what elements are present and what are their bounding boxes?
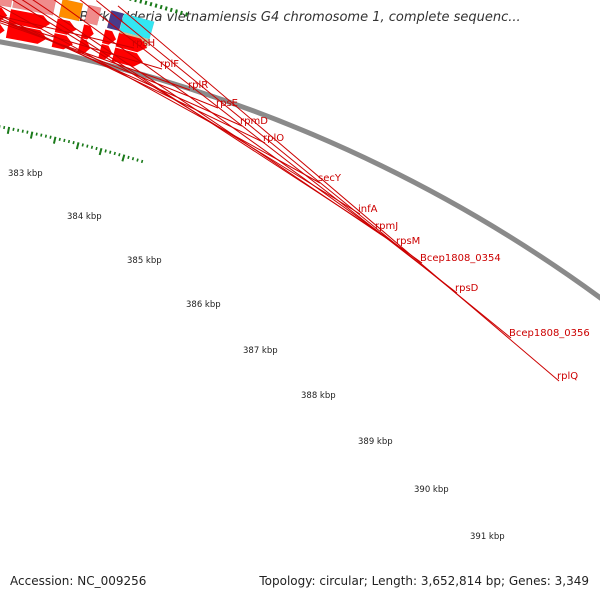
tick-minor — [113, 151, 116, 156]
cds-arrow-outer-9 — [0, 7, 8, 21]
cds-arrow-inner-9 — [0, 23, 5, 34]
tick-minor — [35, 132, 38, 136]
tick-outer — [129, 0, 132, 1]
tick-outer — [134, 0, 137, 3]
tick-minor — [63, 138, 66, 143]
tick-outer — [139, 0, 143, 4]
tick-minor — [58, 137, 61, 141]
kbp-label: 389 kbp — [358, 437, 393, 447]
gene-label-rpsD: rpsD — [455, 283, 479, 294]
tick-minor — [131, 157, 135, 161]
gene-label-rpsE: rpsE — [216, 98, 238, 109]
backbone-layer — [0, 39, 600, 303]
accession-text: Accession: NC_009256 — [10, 574, 147, 588]
tick-layer — [0, 0, 188, 164]
gene-label-rpsM: rpsM — [396, 236, 420, 247]
tick-minor — [44, 134, 48, 138]
cds-arrow-inner-10 — [5, 24, 47, 44]
leader-rplQ — [117, 5, 560, 382]
tick-minor — [12, 127, 15, 131]
tick-minor — [127, 155, 130, 160]
leader-rplO — [0, 14, 266, 144]
leader-rpmD — [0, 17, 243, 127]
tick-minor — [40, 133, 43, 137]
tick-outer — [164, 6, 168, 11]
tick-minor — [86, 144, 89, 148]
tick-outer — [179, 10, 183, 16]
leader-rpsM — [32, 0, 399, 247]
kbp-label: 383 kbp — [8, 169, 43, 179]
backbone-outer — [0, 39, 600, 301]
gene-label-rpmJ: rpmJ — [375, 221, 398, 232]
gene-label-rplQ: rplQ — [557, 371, 578, 382]
gene-label-secY: secY — [318, 173, 342, 184]
gene-rplQ — [106, 10, 124, 32]
tick-minor — [104, 149, 107, 153]
tick-major — [75, 142, 80, 150]
tick-minor — [136, 158, 139, 162]
leader-rpsH — [0, 15, 135, 49]
kbp-label: 390 kbp — [414, 485, 449, 495]
gene-rpsM — [0, 0, 13, 8]
kbp-label: 391 kbp — [470, 532, 505, 542]
tick-outer — [149, 2, 153, 7]
tick-outer — [144, 0, 148, 6]
tick-outer — [169, 7, 173, 13]
kbp-label: 384 kbp — [67, 212, 102, 222]
tick-major — [52, 136, 57, 144]
tick-minor — [67, 139, 71, 144]
tick-minor — [21, 129, 24, 133]
leader-infA — [11, 0, 361, 215]
leader-rpmJ — [21, 0, 378, 232]
tick-minor — [3, 125, 6, 130]
tick-minor — [81, 143, 84, 147]
tick-major — [121, 154, 126, 162]
summary-text: Topology: circular; Length: 3,652,814 bp… — [259, 574, 589, 588]
tick-minor — [72, 141, 75, 145]
leader-secY — [0, 5, 321, 184]
gene-label-rplR: rplR — [188, 80, 208, 91]
tick-outer — [174, 9, 178, 14]
kbp-label: 386 kbp — [186, 300, 221, 310]
tick-outer — [184, 12, 188, 17]
tick-minor — [109, 150, 112, 154]
leader-rpsD — [79, 0, 458, 294]
leader-Bcep1808_0354 — [53, 0, 423, 264]
gene-label-rplF: rplF — [160, 59, 179, 70]
kbp-label: 387 kbp — [243, 346, 278, 356]
tick-major — [29, 131, 34, 139]
tick-minor — [26, 130, 29, 134]
tick-major — [6, 126, 11, 135]
tick-minor — [95, 146, 98, 151]
gene-label-infA: infA — [358, 204, 378, 215]
tick-minor — [140, 159, 144, 164]
tick-minor — [49, 135, 52, 139]
tick-major — [98, 148, 103, 156]
gene-label-rpsH: rpsH — [132, 38, 155, 49]
tick-minor — [90, 145, 94, 149]
map-title: Burkholderia vietnamiensis G4 chromosome… — [79, 10, 521, 25]
leader-rplR — [0, 22, 191, 91]
backbone-highlight — [0, 44, 600, 303]
cds-arrow-outer-14 — [115, 32, 147, 53]
gene-label-Bcep1808_0356: Bcep1808_0356 — [509, 328, 590, 339]
kbp-label: 385 kbp — [127, 256, 162, 266]
label-layer: rpsHrplFrplRrpsErpmDrplOsecYinfArpmJrpsM… — [0, 0, 590, 382]
cds-arrow-inner-14 — [111, 47, 143, 67]
tick-minor — [17, 128, 20, 132]
tick-outer — [154, 3, 158, 8]
tick-outer — [159, 4, 163, 10]
gene-Bcep1808_0356 — [84, 4, 102, 26]
tick-minor — [118, 153, 121, 157]
gene-label-Bcep1808_0354: Bcep1808_0354 — [420, 253, 501, 264]
kbp-label: 388 kbp — [301, 391, 336, 401]
kbp-layer: 383 kbp 384 kbp 385 kbp 386 kbp 387 kbp 388 k… — [8, 169, 505, 542]
